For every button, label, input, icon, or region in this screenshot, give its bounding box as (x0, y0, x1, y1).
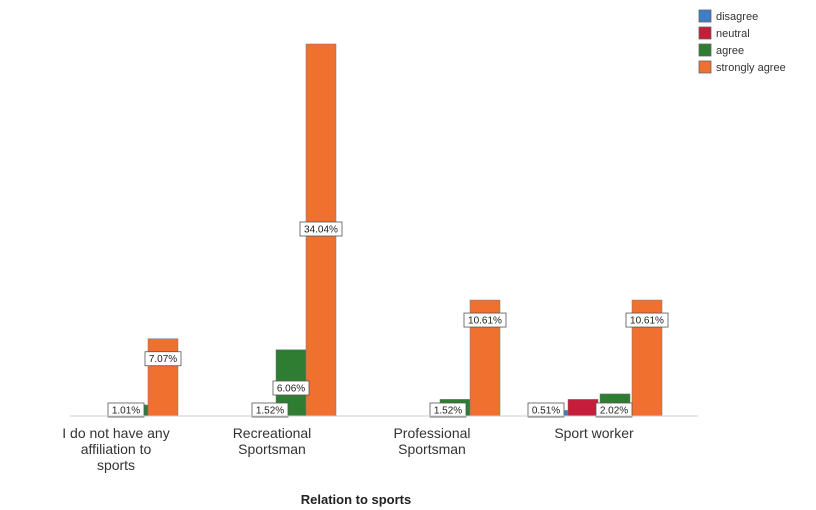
data-label-agree-2-box (429, 402, 467, 418)
data-label-extra-0: 1.52% (251, 402, 289, 418)
category-label-3: Sport worker (554, 425, 634, 441)
category-label-1: Recreational Sportsman (233, 425, 312, 457)
bar-neutral-3 (567, 399, 599, 417)
data-label-strongly-agree-3: 10.61% (625, 312, 669, 328)
data-label-agree-1-box (272, 380, 310, 396)
data-label-strongly-agree-1-box (299, 221, 343, 237)
bar-strongly-agree-0 (147, 338, 179, 417)
data-label-extra-0-box (251, 402, 289, 418)
category-label-2: Professional Sportsman (393, 425, 470, 457)
legend-label-agree: agree (716, 45, 744, 57)
data-label-agree-0-box (107, 402, 145, 418)
legend: disagree neutral agree strongly agree (698, 9, 786, 74)
data-label-extra-0-text: 1.52% (256, 406, 284, 417)
data-label-strongly-agree-0-box (144, 351, 182, 367)
data-label-strongly-agree-0: 7.07% (144, 351, 182, 367)
legend-swatch-strongly-agree (698, 60, 712, 74)
data-label-agree-1-text: 6.06% (277, 384, 305, 395)
data-label-agree-3-text: 2.02% (600, 406, 628, 417)
data-label-strongly-agree-0-text: 7.07% (149, 354, 177, 365)
data-label-disagree-3: 0.51% (527, 402, 565, 418)
category-labels-group: I do not have any affiliation to sports Rec… (62, 425, 634, 473)
data-label-disagree-3-text: 0.51% (532, 406, 560, 417)
data-label-agree-0-text: 1.01% (112, 406, 140, 417)
legend-swatch-neutral (698, 26, 712, 40)
data-label-strongly-agree-2-box (463, 312, 507, 328)
data-label-agree-3: 2.02% (595, 402, 633, 418)
legend-label-strongly-agree: strongly agree (716, 62, 786, 74)
data-label-agree-1: 6.06% (272, 380, 310, 396)
data-label-agree-2: 1.52% (429, 402, 467, 418)
data-label-strongly-agree-2: 10.61% (463, 312, 507, 328)
data-labels-group: 1.01% 7.07% 6.06% 34.04% 1.52% 10.61% 0.51% 2.0… (107, 221, 669, 418)
x-axis-label: Relation to sports (301, 492, 412, 507)
data-label-strongly-agree-1: 34.04% (299, 221, 343, 237)
data-label-agree-2-text: 1.52% (434, 406, 462, 417)
data-label-strongly-agree-1-text: 34.04% (304, 225, 338, 236)
data-label-agree-3-box (595, 402, 633, 418)
legend-label-neutral: neutral (716, 28, 750, 40)
data-label-strongly-agree-3-text: 10.61% (630, 316, 664, 327)
data-label-disagree-3-box (527, 402, 565, 418)
data-label-strongly-agree-3-box (625, 312, 669, 328)
data-label-agree-0: 1.01% (107, 402, 145, 418)
data-label-strongly-agree-2-text: 10.61% (468, 316, 502, 327)
category-label-0: I do not have any affiliation to sports (62, 425, 169, 473)
legend-swatch-agree (698, 43, 712, 57)
legend-label-disagree: disagree (716, 11, 758, 23)
bars-group (117, 43, 663, 417)
legend-swatch-disagree (698, 9, 712, 23)
